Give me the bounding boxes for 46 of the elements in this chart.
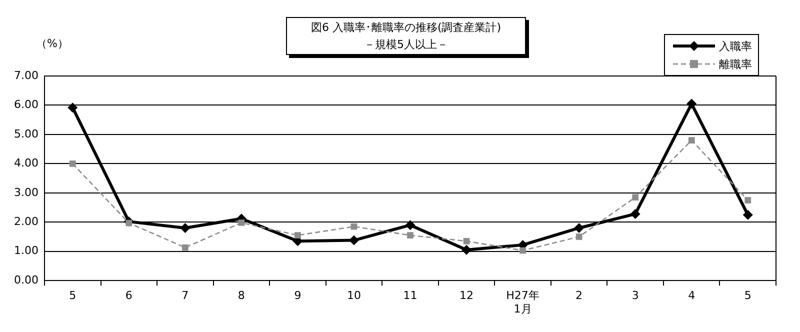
point bbox=[520, 247, 526, 254]
point bbox=[180, 222, 190, 233]
point bbox=[348, 235, 359, 246]
y-tick-label: 5.00 bbox=[14, 127, 38, 140]
x-tick-label: 5 bbox=[744, 289, 752, 302]
x-tick-label: 12 bbox=[460, 289, 474, 302]
x-tick-label: 6 bbox=[125, 289, 132, 302]
point bbox=[405, 220, 416, 230]
y-tick-label: 2.00 bbox=[14, 215, 38, 228]
point bbox=[182, 244, 188, 251]
point bbox=[688, 137, 695, 144]
legend-label: 入職率 bbox=[719, 38, 752, 54]
x-tick-label: 9 bbox=[294, 289, 302, 302]
point bbox=[630, 208, 640, 219]
y-axis-title: （%） bbox=[36, 36, 68, 51]
legend-label: 離職率 bbox=[719, 56, 752, 72]
chart-title: 図6 入職率･離職率の推移(調査産業計) bbox=[310, 20, 502, 36]
y-tick-label: 6.00 bbox=[14, 98, 38, 112]
x-tick-label: 10 bbox=[346, 289, 361, 302]
x-tick-label: 8 bbox=[238, 289, 245, 302]
point bbox=[742, 210, 753, 220]
point bbox=[463, 238, 470, 244]
point bbox=[126, 220, 132, 226]
point bbox=[574, 222, 584, 233]
point bbox=[576, 234, 582, 240]
x-tick-label: 5 bbox=[69, 289, 76, 302]
point bbox=[294, 232, 301, 238]
point bbox=[686, 98, 697, 109]
point bbox=[744, 197, 752, 204]
point bbox=[238, 220, 245, 226]
x-tick-label: 2 bbox=[576, 289, 583, 302]
y-tick-label: 3.00 bbox=[14, 186, 38, 199]
point bbox=[407, 232, 414, 238]
x-tick-label: 4 bbox=[688, 289, 696, 302]
x-tick-label: 11 bbox=[403, 289, 418, 302]
x-tick-label: 7 bbox=[182, 289, 189, 302]
y-tick-label: 7.00 bbox=[14, 68, 38, 82]
x-tick-label: 3 bbox=[632, 289, 639, 302]
y-tick-label: 4.00 bbox=[14, 156, 38, 170]
chart-subtitle: －規模5人以上－ bbox=[363, 37, 449, 53]
x-tick-label: H27年 1月 bbox=[506, 289, 540, 316]
y-tick-label: 0.00 bbox=[14, 273, 38, 286]
point bbox=[632, 194, 639, 200]
y-tick-label: 1.00 bbox=[14, 244, 38, 258]
point bbox=[68, 102, 78, 113]
point bbox=[69, 160, 76, 167]
